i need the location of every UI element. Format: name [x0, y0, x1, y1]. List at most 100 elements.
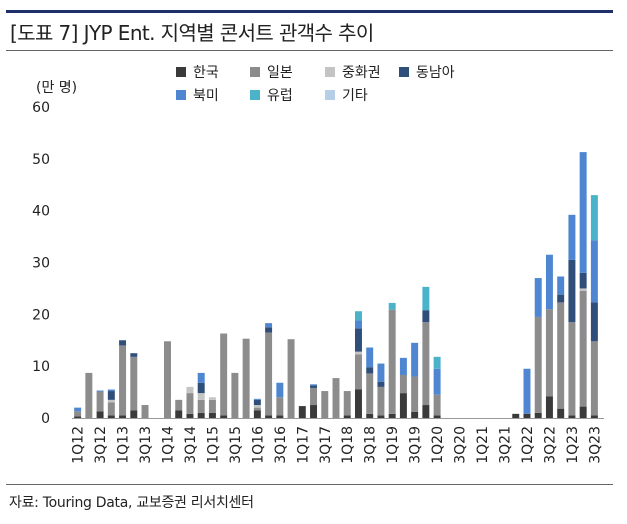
x-tick-label: 1Q16 — [250, 426, 266, 464]
bar-segment — [366, 413, 374, 418]
bar-segment — [568, 214, 576, 260]
bar-segment — [119, 345, 127, 416]
bar-segment — [321, 391, 329, 418]
bar-segment — [366, 347, 374, 368]
bar-segment — [557, 276, 565, 295]
bar-segment — [74, 411, 82, 417]
bar-segment — [388, 413, 396, 418]
bar-segment — [276, 415, 284, 418]
y-tick-label: 60 — [32, 100, 50, 116]
bar-segment — [557, 408, 565, 418]
bar-segment — [354, 328, 362, 352]
bar-segment — [534, 316, 542, 413]
bar-segment — [107, 402, 115, 416]
bar-segment — [545, 396, 553, 418]
y-tick-label: 40 — [32, 204, 50, 220]
bar-segment — [343, 391, 351, 416]
bar-segment — [130, 356, 138, 411]
bar-segment — [96, 391, 104, 412]
bar-segment — [287, 339, 295, 418]
bar-segment — [265, 323, 273, 328]
bar-segment — [107, 389, 115, 392]
bar-segment — [197, 372, 205, 383]
x-tick-label: 1Q14 — [160, 426, 176, 464]
bar-segment — [141, 405, 149, 418]
x-tick-label: 3Q22 — [542, 426, 558, 464]
bar-segment — [186, 386, 194, 394]
bar-segment — [310, 385, 318, 388]
bar-segment — [354, 351, 362, 355]
bar-segment — [568, 259, 576, 323]
x-tick-label: 3Q18 — [363, 426, 379, 464]
bar-segment — [242, 338, 250, 418]
legend-label: 기타 — [342, 88, 368, 104]
bar-segment — [175, 399, 183, 411]
bar-segment — [557, 294, 565, 303]
bar-segment — [377, 415, 385, 418]
bar-segment — [422, 322, 430, 406]
legend-swatch — [250, 90, 260, 100]
bar-segment — [411, 376, 419, 412]
x-tick-label: 3Q13 — [138, 426, 154, 464]
bar-segment — [175, 410, 183, 418]
legend-label: 북미 — [193, 88, 219, 104]
x-tick-label: 3Q12 — [93, 426, 109, 464]
bar-segment — [422, 405, 430, 418]
bar-segment — [343, 415, 351, 418]
x-tick-label: 1Q22 — [520, 426, 536, 464]
legend-label: 유럽 — [267, 88, 293, 104]
bar-segment — [388, 302, 396, 310]
legend-label: 일본 — [267, 65, 293, 81]
bar-segment — [130, 353, 138, 357]
y-axis-label: (만 명) — [36, 80, 77, 96]
footer-rule — [6, 484, 613, 485]
bar-segment — [512, 413, 520, 418]
x-tick-label: 1Q13 — [116, 426, 132, 464]
y-tick-label: 10 — [32, 359, 50, 375]
bar-segment — [197, 393, 205, 400]
bar-segment — [265, 327, 273, 333]
bar-segment — [253, 405, 261, 408]
x-tick-label: 1Q17 — [295, 426, 311, 464]
bar-segment — [377, 386, 385, 416]
x-tick-label: 1Q19 — [385, 426, 401, 464]
bar-segment — [366, 367, 374, 374]
bar-segment — [579, 291, 587, 407]
bar-segment — [186, 413, 194, 418]
x-tick-label: 3Q14 — [183, 426, 199, 464]
bar-segment — [253, 410, 261, 418]
bar-segment — [310, 405, 318, 418]
bar-segment — [74, 407, 82, 412]
bar-segment — [354, 311, 362, 321]
legend-label: 중화권 — [342, 65, 381, 81]
legend-swatch — [399, 67, 409, 77]
y-tick-label: 20 — [32, 307, 50, 323]
bar-segment — [220, 333, 228, 416]
bar-segment — [545, 309, 553, 397]
bar-segment — [557, 302, 565, 409]
bar-segment — [590, 341, 598, 416]
bar-segment — [276, 382, 284, 398]
source-note: 자료: Touring Data, 교보증권 리서치센터 — [9, 495, 254, 511]
bar-segment — [433, 394, 441, 416]
bar-segment — [411, 411, 419, 418]
x-tick-label: 1Q12 — [71, 426, 87, 464]
bar-segment — [186, 393, 194, 414]
bar-segment — [433, 368, 441, 395]
bar-segment — [534, 412, 542, 418]
bar-segment — [119, 340, 127, 346]
bar-segment — [366, 373, 374, 414]
y-tick-label: 30 — [32, 256, 50, 272]
bar-segment — [388, 309, 396, 414]
bar-segment — [253, 407, 261, 411]
bar-segment — [253, 399, 261, 406]
legend-swatch — [325, 67, 335, 77]
x-tick-label: 1Q23 — [565, 426, 581, 464]
x-tick-label: 3Q16 — [273, 426, 289, 464]
stacked-bar-chart: (만 명) 0 10 20 30 40 50 60 1Q12 3Q12 1Q13 3Q13 1Q14 3Q… — [32, 65, 604, 464]
bar-segment — [590, 415, 598, 418]
y-tick-label: 0 — [41, 411, 50, 427]
bar-segment — [332, 378, 340, 418]
bar-segment — [568, 322, 576, 416]
bar-segment — [265, 415, 273, 418]
